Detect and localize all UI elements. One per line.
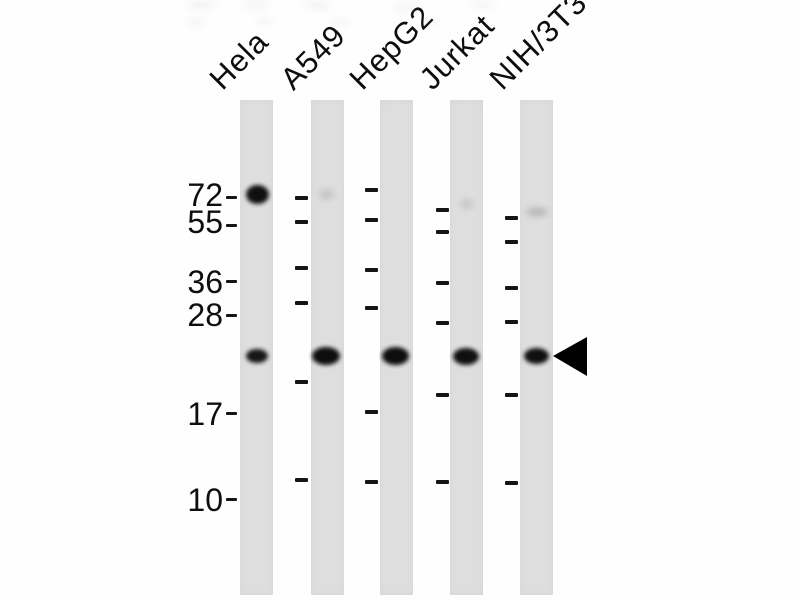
scan-noise-6: [256, 18, 274, 25]
ladder-tick-a549-3: [295, 301, 308, 305]
scan-noise-8: [424, 19, 440, 26]
mw-tick-36: [226, 280, 237, 283]
ladder-tick-a549-4: [295, 380, 308, 384]
ladder-tick-a549-5: [295, 478, 308, 482]
ladder-tick-jurkat-1: [436, 230, 449, 234]
extra-band-jurkat: [459, 200, 473, 208]
ladder-tick-a549-2: [295, 266, 308, 270]
ladder-tick-nih3t3-1: [505, 240, 518, 244]
scan-noise-0: [186, 1, 216, 9]
ladder-tick-a549-1: [295, 220, 308, 224]
scan-noise-5: [188, 18, 204, 25]
ladder-tick-hepg2-0: [365, 188, 378, 192]
ladder-tick-nih3t3-2: [505, 286, 518, 290]
ladder-tick-nih3t3-4: [505, 393, 518, 397]
ladder-tick-jurkat-4: [436, 393, 449, 397]
extra-band-hela: [245, 184, 269, 204]
ladder-tick-jurkat-5: [436, 480, 449, 484]
left-arrowhead-icon: [553, 337, 587, 376]
mw-tick-55: [226, 224, 237, 227]
ladder-tick-hepg2-4: [365, 410, 378, 414]
mw-label-28: 28: [187, 297, 223, 333]
mw-tick-10: [226, 498, 237, 501]
scan-noise-1: [243, 1, 269, 9]
mw-tick-17: [226, 412, 237, 415]
ladder-tick-hepg2-1: [365, 218, 378, 222]
mw-label-10: 10: [187, 482, 223, 518]
target-band-nih3t3: [523, 348, 549, 364]
scan-noise-2: [303, 1, 331, 9]
target-band-jurkat: [453, 347, 479, 365]
ladder-tick-a549-0: [295, 196, 308, 200]
ladder-tick-nih3t3-3: [505, 320, 518, 324]
mw-label-36: 36: [187, 264, 223, 300]
ladder-tick-jurkat-0: [436, 208, 449, 212]
lane-strip-hela: [240, 100, 273, 595]
target-band-hela: [246, 349, 268, 363]
lane-label-a549: A549: [273, 17, 353, 97]
mw-label-17: 17: [187, 396, 223, 432]
ladder-tick-nih3t3-5: [505, 481, 518, 485]
scan-noise-7: [331, 19, 349, 26]
scan-noise-4: [470, 1, 496, 9]
lane-label-nih3t3: NIH/3T3: [482, 0, 594, 97]
mw-tick-28: [226, 314, 237, 317]
mw-label-55: 55: [187, 204, 223, 240]
ladder-tick-jurkat-2: [436, 281, 449, 285]
extra-band-a549: [318, 189, 334, 199]
ladder-tick-hepg2-5: [365, 480, 378, 484]
lane-strip-nih3t3: [520, 100, 553, 595]
mw-label-72: 72: [187, 177, 223, 213]
ladder-tick-hepg2-2: [365, 268, 378, 272]
lane-label-hela: Hela: [202, 23, 276, 97]
ladder-tick-jurkat-3: [436, 321, 449, 325]
ladder-tick-nih3t3-0: [505, 216, 518, 220]
scan-noise-3: [392, 3, 422, 12]
mw-tick-72: [226, 196, 237, 199]
ladder-tick-hepg2-3: [365, 306, 378, 310]
extra-band-nih3t3: [526, 208, 548, 216]
target-band-hepg2: [381, 347, 409, 365]
target-band-a549: [312, 347, 340, 365]
